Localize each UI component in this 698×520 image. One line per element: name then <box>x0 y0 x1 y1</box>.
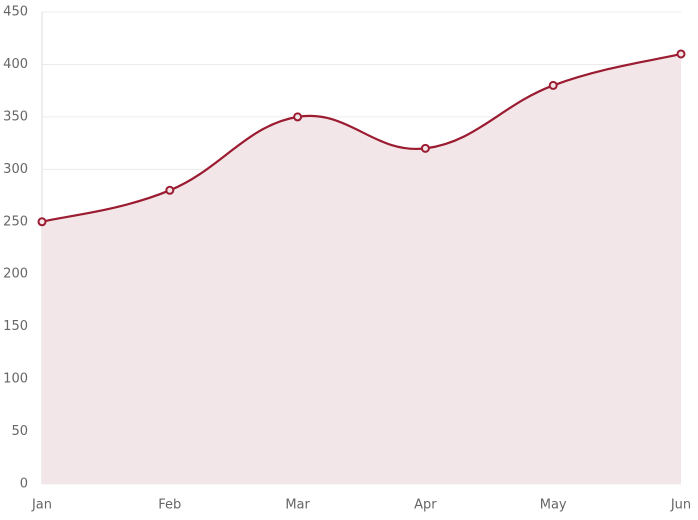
point <box>293 112 303 122</box>
x-tick-label: Mar <box>285 498 310 513</box>
y-tick-label: 450 <box>3 5 28 20</box>
y-tick-label: 50 <box>11 424 28 439</box>
line <box>41 52 682 223</box>
x-tick-label: Jan <box>31 498 52 513</box>
x-tick-label: Feb <box>158 498 181 513</box>
y-tick-label: 0 <box>20 477 28 492</box>
x-tick-label: May <box>540 498 567 513</box>
y-tick-label: 100 <box>3 372 28 387</box>
area <box>42 53 681 484</box>
y-tick-label: 300 <box>3 162 28 177</box>
x-tick-label: Jun <box>670 498 691 513</box>
x-tick-label: Apr <box>414 498 437 513</box>
y-tick-label: 250 <box>3 214 28 229</box>
y-tick-label: 150 <box>3 319 28 334</box>
y-tick-label: 200 <box>3 267 28 282</box>
y-tick-label: 400 <box>3 57 28 72</box>
point <box>37 217 47 227</box>
point <box>420 143 430 153</box>
y-tick-label: 350 <box>3 109 28 124</box>
point <box>548 80 558 90</box>
point <box>676 49 686 59</box>
point <box>165 185 175 195</box>
